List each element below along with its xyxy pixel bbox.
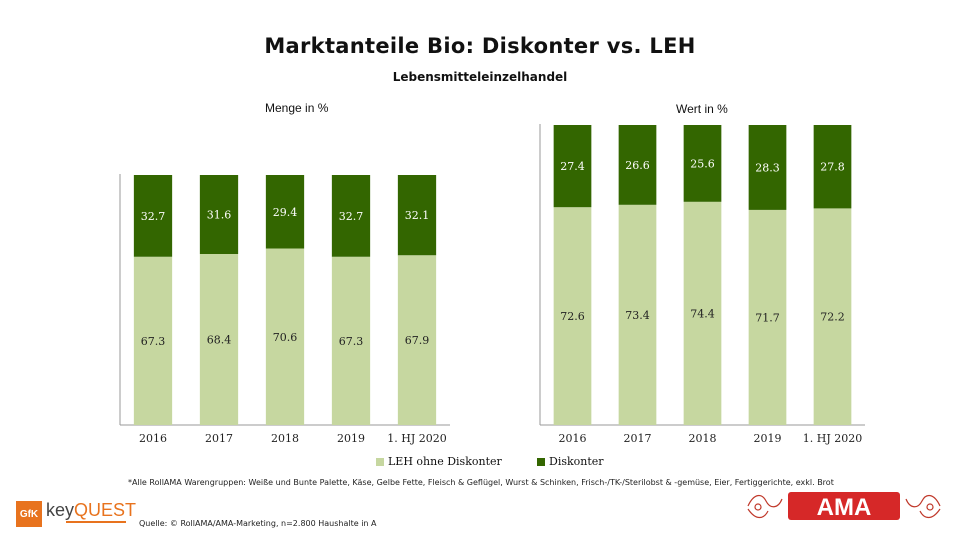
data-label-1-4-diskonter: 27.8	[820, 161, 845, 174]
panel-title-menge: Menge in %	[265, 101, 329, 115]
data-label-1-1-diskonter: 26.6	[625, 159, 650, 172]
data-label-0-2-diskonter: 29.4	[273, 206, 298, 219]
data-label-0-4-leh: 67.9	[405, 334, 430, 347]
gfk-logo: GfK	[16, 501, 42, 527]
bar-0-1-leh	[199, 254, 239, 425]
legend-label-diskonter: Diskonter	[549, 455, 604, 468]
ama-logo: AMA	[747, 492, 941, 521]
bar-1-0-leh	[553, 207, 592, 425]
bar-1-3-leh	[748, 209, 787, 425]
bar-0-2-diskonter	[265, 175, 305, 249]
x-tick-label-0-0: 2016	[139, 432, 167, 445]
data-label-0-1-leh: 68.4	[207, 334, 232, 347]
x-tick-label-0-2: 2018	[271, 432, 299, 445]
panel-title-wert: Wert in %	[676, 102, 728, 116]
bar-0-4-leh	[397, 255, 437, 425]
bar-0-3-diskonter	[331, 175, 371, 257]
chart-title: Marktanteile Bio: Diskonter vs. LEH	[264, 34, 696, 58]
data-label-0-1-diskonter: 31.6	[207, 209, 232, 222]
bar-1-2-leh	[683, 201, 722, 425]
x-tick-label-0-3: 2019	[337, 432, 365, 445]
data-label-1-0-diskonter: 27.4	[560, 160, 585, 173]
data-label-1-4-leh: 72.2	[820, 311, 845, 324]
bar-1-1-leh	[618, 204, 657, 425]
x-tick-label-1-3: 2019	[754, 432, 782, 445]
x-tick-label-1-2: 2018	[689, 432, 717, 445]
footnote: *Alle RollAMA Warengruppen: Weiße und Bu…	[128, 478, 834, 487]
x-tick-label-0-1: 2017	[205, 432, 233, 445]
data-label-0-2-leh: 70.6	[273, 331, 298, 344]
bar-1-4-leh	[813, 208, 852, 425]
bar-0-2-leh	[265, 248, 305, 425]
x-tick-label-1-1: 2017	[624, 432, 652, 445]
bar-0-1-diskonter	[199, 175, 239, 254]
legend-item-leh: LEH ohne Diskonter	[376, 455, 502, 468]
bar-1-3-diskonter	[748, 125, 787, 210]
legend-item-diskonter: Diskonter	[537, 455, 604, 468]
legend-swatch-leh	[376, 457, 384, 466]
x-tick-label-0-4: 1. HJ 2020	[387, 432, 447, 445]
keyquest-logo-text: keyQUEST	[46, 500, 137, 520]
data-label-1-2-leh: 74.4	[690, 307, 715, 320]
data-label-1-3-leh: 71.7	[755, 311, 780, 324]
legend-swatch-diskonter	[537, 457, 545, 466]
bar-1-0-diskonter	[553, 125, 592, 208]
bar-0-3-leh	[331, 256, 371, 425]
data-label-1-3-diskonter: 28.3	[755, 161, 780, 174]
data-label-1-2-diskonter: 25.6	[690, 157, 715, 170]
bar-1-1-diskonter	[618, 125, 657, 205]
data-label-1-1-leh: 73.4	[625, 309, 650, 322]
ama-logo-text: AMA	[817, 494, 872, 521]
data-label-0-0-leh: 67.3	[141, 335, 166, 348]
data-label-0-0-diskonter: 32.7	[141, 210, 166, 223]
bar-0-4-diskonter	[397, 175, 437, 256]
bar-0-0-leh	[133, 256, 173, 425]
data-label-1-0-leh: 72.6	[560, 310, 585, 323]
bar-1-4-diskonter	[813, 125, 852, 209]
data-label-0-3-diskonter: 32.7	[339, 210, 364, 223]
source-note: Quelle: © RollAMA/AMA-Marketing, n=2.800…	[139, 519, 377, 528]
keyquest-logo-bar	[66, 521, 126, 523]
bar-1-2-diskonter	[683, 125, 722, 202]
keyquest-logo: keyQUEST	[46, 500, 137, 530]
x-tick-label-1-4: 1. HJ 2020	[803, 432, 863, 445]
bar-0-0-diskonter	[133, 175, 173, 257]
chart-subtitle: Lebensmitteleinzelhandel	[392, 70, 568, 84]
x-tick-label-1-0: 2016	[559, 432, 587, 445]
legend-label-leh: LEH ohne Diskonter	[388, 455, 502, 468]
data-label-0-3-leh: 67.3	[339, 335, 364, 348]
data-label-0-4-diskonter: 32.1	[405, 209, 430, 222]
